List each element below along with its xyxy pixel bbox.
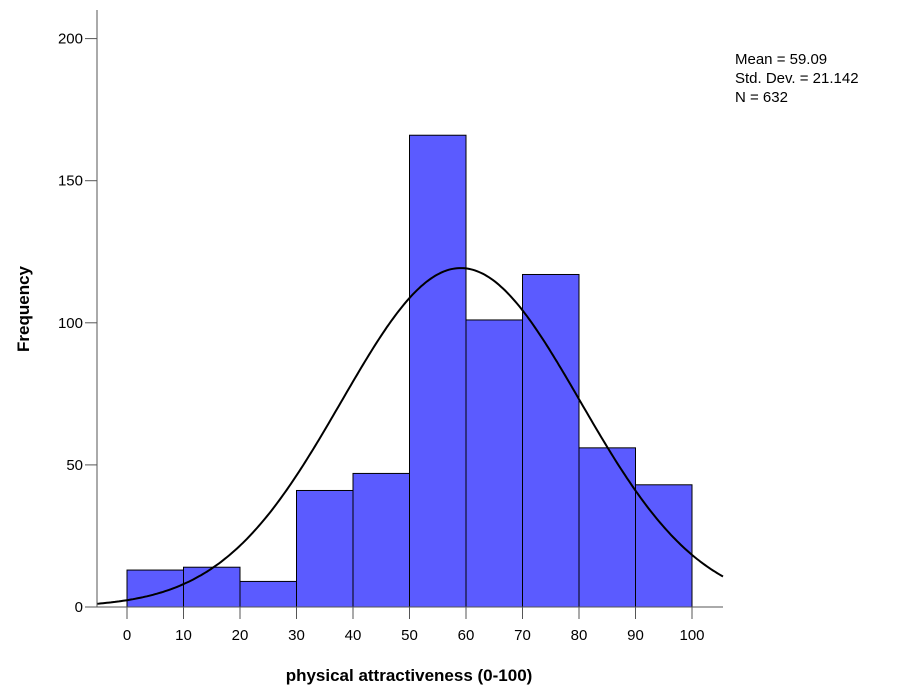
x-tick-label-10: 10: [175, 627, 192, 644]
y-axis-label: Frequency: [14, 265, 33, 352]
x-tick-label-30: 30: [288, 627, 305, 644]
histogram-bars: [126, 134, 693, 608]
y-tick-label-150: 150: [58, 173, 83, 190]
x-tick-label-70: 70: [514, 627, 531, 644]
x-tick-label-0: 0: [123, 627, 131, 644]
sd-stat: Std. Dev. = 21.142: [735, 70, 859, 87]
mean-stat: Mean = 59.09: [735, 51, 827, 68]
x-tick-label-80: 80: [571, 627, 588, 644]
x-tick-label-40: 40: [345, 627, 362, 644]
histogram-bar-70-80: [522, 273, 580, 608]
x-axis-label: physical attractiveness (0-100): [286, 666, 533, 685]
x-tick-label-60: 60: [458, 627, 475, 644]
x-tick-label-20: 20: [232, 627, 249, 644]
x-axis-ticks: 0 10 20 30 40 50 60 70 80 90 100: [123, 607, 705, 644]
x-tick-label-100: 100: [679, 627, 704, 644]
x-tick-label-90: 90: [627, 627, 644, 644]
y-axis-ticks: 0 50 100 150 200: [58, 31, 97, 616]
y-tick-label-0: 0: [75, 599, 83, 616]
histogram-bar-40-50: [352, 472, 410, 608]
n-stat: N = 632: [735, 89, 788, 106]
y-tick-label-50: 50: [66, 457, 83, 474]
x-tick-label-50: 50: [401, 627, 418, 644]
histogram-bar-50-60: [409, 134, 467, 608]
y-tick-label-200: 200: [58, 31, 83, 48]
normal-curve: [96, 267, 724, 605]
histogram-bar-60-70: [465, 319, 523, 608]
histogram-bar-30-40: [296, 489, 354, 608]
histogram-bar-80-90: [578, 447, 636, 608]
stats-box: Mean = 59.09 Std. Dev. = 21.142 N = 632: [735, 51, 859, 106]
y-tick-label-100: 100: [58, 315, 83, 332]
histogram-bar-10-20: [183, 566, 241, 608]
histogram-bar-20-30: [239, 580, 297, 608]
